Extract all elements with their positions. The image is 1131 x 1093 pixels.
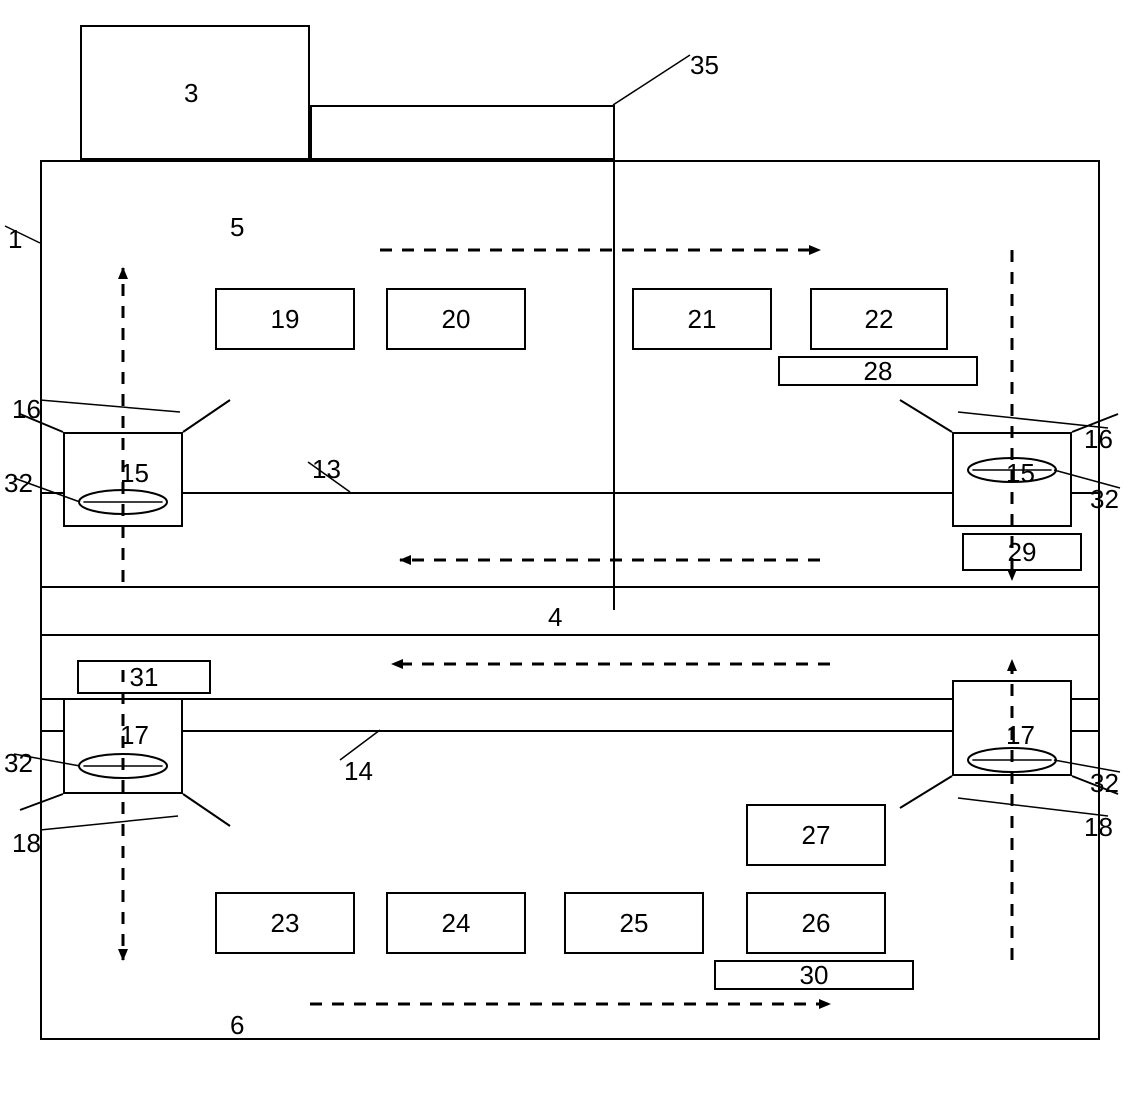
box-20: 20 [386, 288, 526, 350]
box-24: 24 [386, 892, 526, 954]
label-6: 6 [230, 1010, 244, 1041]
center-band-bottom [40, 634, 1100, 636]
box-25: 25 [564, 892, 704, 954]
label-20: 20 [442, 304, 471, 335]
label-26: 26 [802, 908, 831, 939]
label-25: 25 [620, 908, 649, 939]
box-28: 28 [778, 356, 978, 386]
label-31: 31 [130, 662, 159, 693]
box-26: 26 [746, 892, 886, 954]
label-17-right: 17 [1006, 720, 1035, 751]
label-19: 19 [271, 304, 300, 335]
center-band-top [40, 586, 1100, 588]
label-18: 18 [12, 828, 41, 859]
label-32: 32 [4, 468, 33, 499]
label-16: 16 [1084, 424, 1113, 455]
line-14-lower [40, 730, 1100, 732]
label-3: 3 [184, 78, 198, 109]
diagram-canvas: 19 20 21 22 28 29 31 23 24 25 26 27 30 3… [0, 0, 1131, 1093]
label-30: 30 [800, 960, 829, 991]
label-18: 18 [1084, 812, 1113, 843]
box-30: 30 [714, 960, 914, 990]
line-13 [40, 492, 1100, 494]
label-32: 32 [1090, 484, 1119, 515]
label-24: 24 [442, 908, 471, 939]
duct [310, 105, 615, 160]
label-28: 28 [864, 356, 893, 387]
label-4: 4 [548, 602, 562, 633]
label-14: 14 [344, 756, 373, 787]
box-23: 23 [215, 892, 355, 954]
label-35: 35 [690, 50, 719, 81]
box-29: 29 [962, 533, 1082, 571]
label-15-right: 15 [1006, 458, 1035, 489]
label-32: 32 [4, 748, 33, 779]
label-22: 22 [865, 304, 894, 335]
label-17-left: 17 [120, 720, 149, 751]
label-23: 23 [271, 908, 300, 939]
box-22: 22 [810, 288, 948, 350]
line-14-upper [40, 698, 1100, 700]
label-29: 29 [1008, 537, 1037, 568]
box-31: 31 [77, 660, 211, 694]
label-16: 16 [12, 394, 41, 425]
label-32: 32 [1090, 768, 1119, 799]
box-21: 21 [632, 288, 772, 350]
label-15-left: 15 [120, 458, 149, 489]
label-13: 13 [312, 454, 341, 485]
label-21: 21 [688, 304, 717, 335]
vline-35 [613, 105, 615, 610]
label-1: 1 [8, 224, 22, 255]
label-27: 27 [802, 820, 831, 851]
box-19: 19 [215, 288, 355, 350]
box-27: 27 [746, 804, 886, 866]
label-5: 5 [230, 212, 244, 243]
